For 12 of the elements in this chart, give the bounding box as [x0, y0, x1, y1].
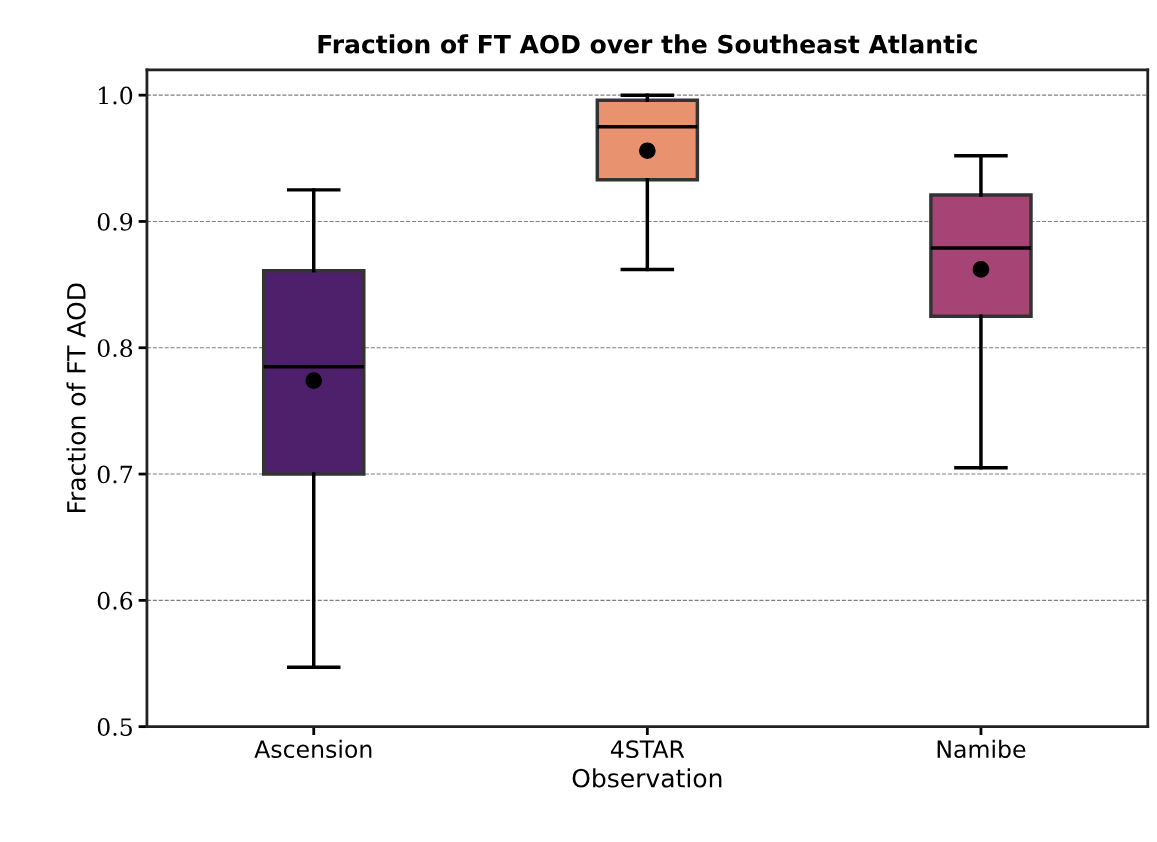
x-tick-label: Namibe: [937, 739, 1026, 759]
y-axis-title: Fraction of FT AOD: [66, 283, 86, 513]
y-tick-label: 1.0: [99, 86, 133, 105]
y-tick-label: 0.9: [97, 212, 133, 231]
x-tick-label: Ascension: [254, 739, 372, 759]
y-tick-label: 0.7: [97, 465, 133, 484]
y-tick-label: 0.5: [97, 718, 132, 736]
x-axis-title: Observation: [572, 768, 722, 788]
y-tick-label: 0.6: [97, 591, 133, 610]
x-tick-label: 4STAR: [610, 740, 685, 759]
y-tick-label: 0.8: [97, 339, 133, 358]
chart-title: Fraction of FT AOD over the Southeast Atlantic: [318, 34, 977, 54]
